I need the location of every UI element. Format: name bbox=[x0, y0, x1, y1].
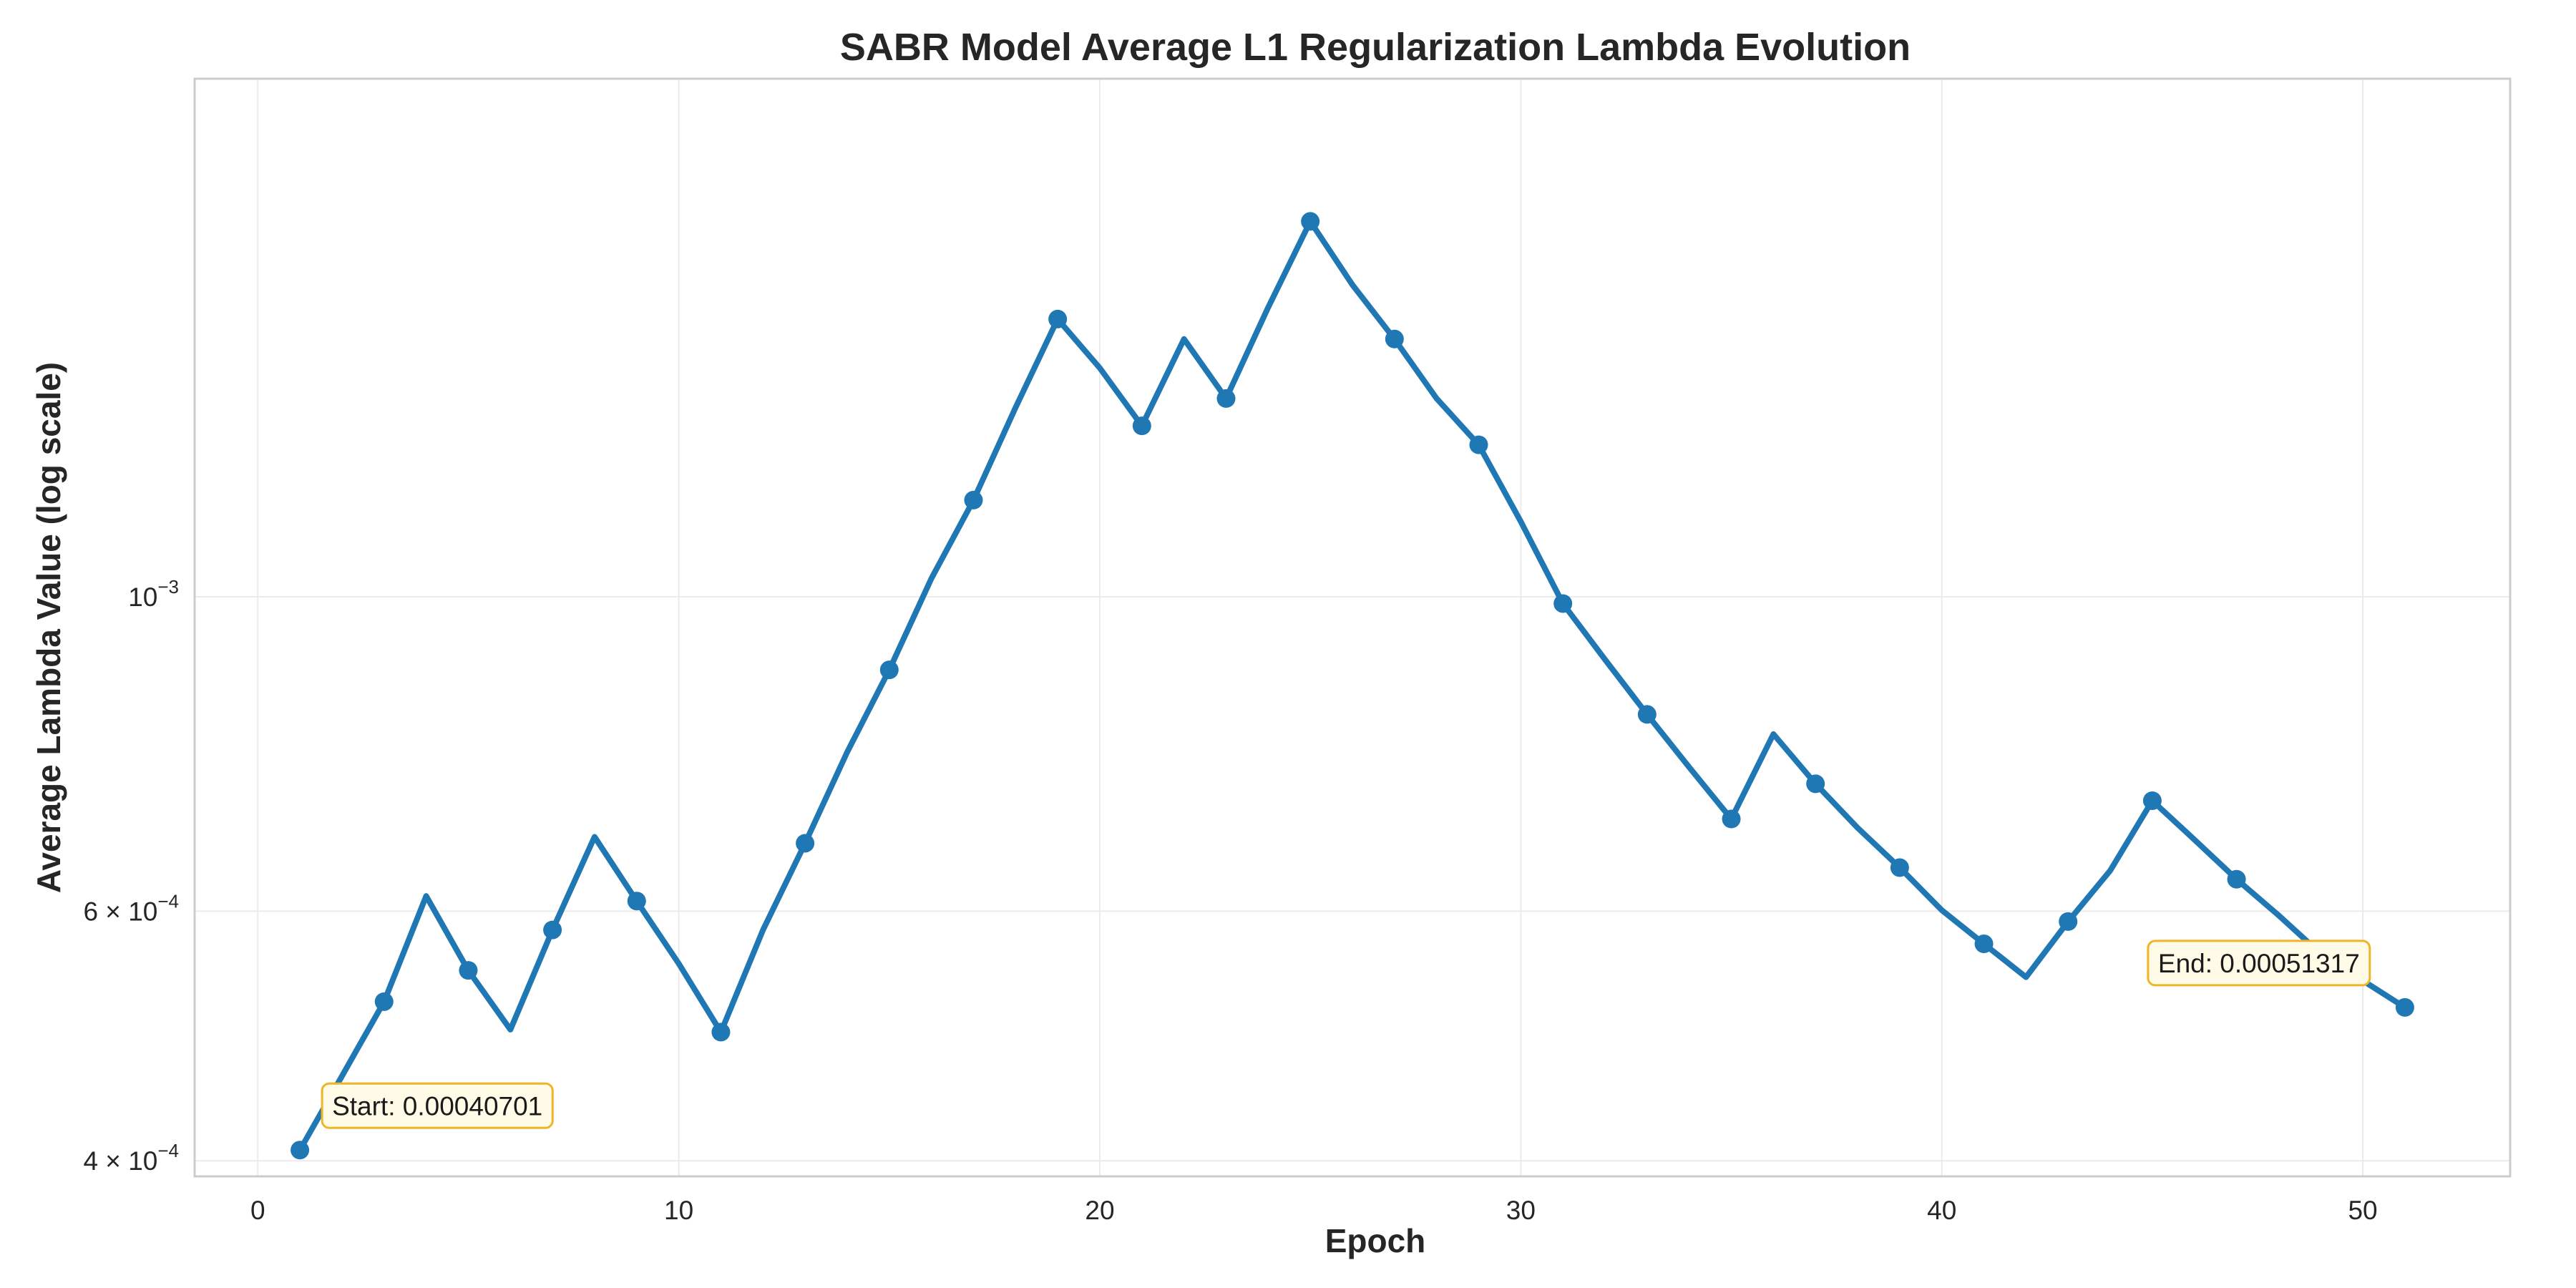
annotation-text: End: 0.00051317 bbox=[2158, 949, 2360, 978]
data-point bbox=[627, 892, 646, 911]
y-tick-exponent: −3 bbox=[157, 576, 179, 597]
grid-lines bbox=[195, 79, 2510, 1176]
data-point bbox=[796, 834, 815, 853]
x-tick-label: 0 bbox=[250, 1196, 265, 1225]
y-tick-label: 4 × 10−4 bbox=[83, 1140, 179, 1176]
x-tick-label: 50 bbox=[2348, 1196, 2377, 1225]
data-point bbox=[1469, 435, 1488, 454]
data-point bbox=[1806, 774, 1825, 794]
y-axis-ticks: 10−36 × 10−44 × 10−4 bbox=[83, 576, 179, 1176]
data-point bbox=[543, 920, 562, 940]
data-point bbox=[1974, 935, 1994, 954]
data-point bbox=[2059, 912, 2078, 931]
data-point bbox=[1637, 705, 1657, 724]
annotation-box bbox=[321, 1082, 554, 1129]
data-point bbox=[1301, 212, 1320, 231]
data-point bbox=[1132, 416, 1151, 436]
chart-title: SABR Model Average L1 Regularization Lam… bbox=[840, 26, 1911, 69]
series-group bbox=[291, 212, 2414, 1160]
data-point bbox=[711, 1023, 731, 1042]
data-point bbox=[291, 1141, 310, 1160]
start-annotation: Start: 0.00040701 bbox=[321, 1082, 554, 1129]
y-axis-label: Average Lambda Value (log scale) bbox=[30, 362, 67, 893]
y-tick-base: 10 bbox=[128, 1146, 157, 1176]
data-point bbox=[2142, 791, 2162, 810]
data-point bbox=[1553, 594, 1573, 613]
data-point bbox=[879, 660, 899, 680]
x-tick-label: 20 bbox=[1085, 1196, 1114, 1225]
x-axis-label: Epoch bbox=[1325, 1222, 1426, 1259]
x-tick-label: 40 bbox=[1927, 1196, 1956, 1225]
y-tick-exponent: −4 bbox=[157, 890, 179, 912]
plot-area-frame bbox=[193, 77, 2512, 1178]
data-point bbox=[964, 490, 983, 509]
y-tick-exponent: −4 bbox=[157, 1140, 179, 1161]
data-point bbox=[1048, 309, 1068, 328]
data-point bbox=[1385, 329, 1404, 348]
data-point bbox=[1890, 858, 1909, 877]
data-point bbox=[1722, 809, 1741, 829]
y-tick-base: 10 bbox=[128, 897, 157, 926]
x-axis-ticks: 0 10 20 30 40 50 bbox=[250, 1196, 2378, 1225]
annotation-box bbox=[2147, 940, 2371, 987]
series-line bbox=[297, 218, 2408, 1153]
x-tick-label: 30 bbox=[1506, 1196, 1536, 1225]
annotations-group: Start: 0.00040701 End: 0.00051317 bbox=[321, 940, 2371, 1129]
data-point bbox=[2395, 997, 2414, 1017]
y-tick-label: 10−3 bbox=[128, 576, 179, 612]
x-tick-label: 10 bbox=[664, 1196, 693, 1225]
data-point bbox=[2227, 869, 2246, 889]
data-point bbox=[374, 992, 394, 1011]
annotation-text: Start: 0.00040701 bbox=[332, 1091, 542, 1121]
y-tick-mantissa: 4 × bbox=[83, 1146, 128, 1176]
y-tick-mantissa: 6 × bbox=[83, 897, 128, 926]
data-point bbox=[1216, 389, 1236, 408]
end-annotation: End: 0.00051317 bbox=[2147, 940, 2371, 987]
data-point bbox=[459, 961, 478, 980]
y-tick-label: 6 × 10−4 bbox=[83, 890, 179, 926]
y-tick-base: 10 bbox=[128, 582, 157, 612]
